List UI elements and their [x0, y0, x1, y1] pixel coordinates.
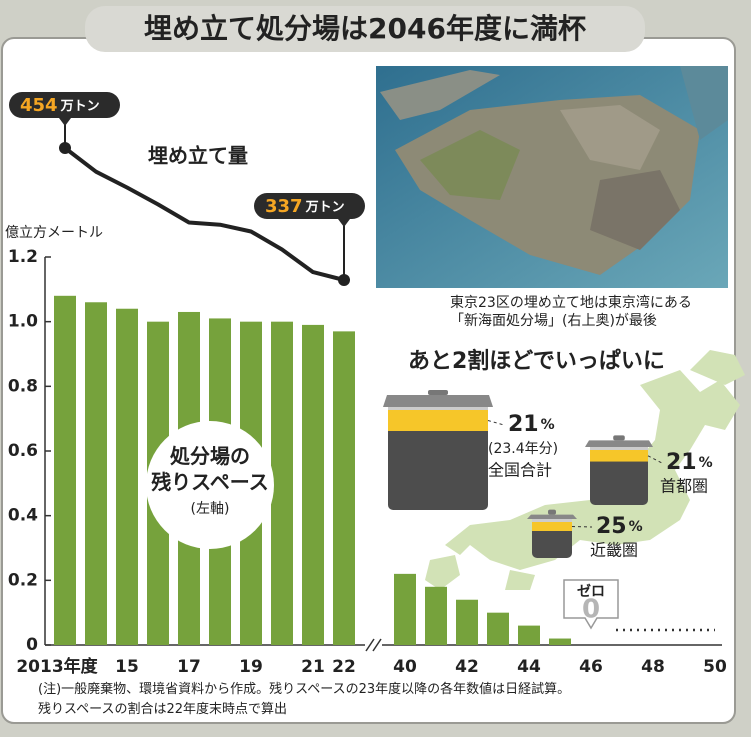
bar [333, 331, 355, 645]
region-unit: % [699, 455, 713, 471]
leader [647, 455, 663, 464]
value-label-group: 337 万トン [265, 196, 345, 217]
region-value-group: 21% [666, 450, 713, 475]
y-tick-label: 0 [26, 635, 38, 655]
bin-level [532, 522, 572, 531]
bin-space [388, 407, 488, 410]
bar [116, 308, 138, 645]
x-tick-label: 44 [517, 657, 541, 677]
y-tick-label: 0.4 [8, 506, 38, 526]
value-label: 337 [265, 196, 303, 217]
region-name: 近畿圏 [590, 541, 638, 560]
label-pill [9, 92, 120, 126]
y-tick-label: 1.2 [8, 247, 38, 267]
x-tick-label: 15 [115, 657, 139, 677]
x-tick-label: 42 [455, 657, 479, 677]
region-value: 21 [666, 450, 697, 475]
bin-lid [527, 514, 577, 519]
region-name: 首都圏 [660, 477, 708, 496]
region-value: 25 [596, 514, 627, 539]
bar [85, 302, 107, 645]
series-label: 処分場の 残りスペース [151, 444, 269, 494]
value-unit: 万トン [305, 200, 345, 215]
region-value-group: 25% [596, 514, 643, 539]
bar [487, 612, 509, 645]
bar [394, 573, 416, 645]
title-banner [85, 6, 645, 52]
region-note: (23.4年分) [488, 441, 558, 457]
x-tick-label: 21 [301, 657, 325, 677]
region-value-group: 21% [508, 412, 555, 437]
value-label: 454 [20, 95, 58, 116]
region-unit: % [629, 519, 643, 535]
value-label: 0 [582, 595, 600, 625]
bar [549, 638, 571, 645]
region-value: 21 [508, 412, 539, 437]
line [63, 146, 345, 282]
bin-handle [613, 435, 625, 441]
y-tick-label: 0.8 [8, 376, 38, 396]
series-label-bg [146, 421, 274, 549]
bin-handle [428, 390, 448, 395]
footnote: (注)一般廃棄物、環境省資料から作成。残りスペースの23年度以降の各年数値は日経… [38, 682, 571, 717]
title: 埋め立て処分場は2046年度に満杯 [144, 12, 586, 45]
y-tick-label: 0.2 [8, 570, 38, 590]
x-tick-label: 46 [579, 657, 603, 677]
callout-title: ゼロ [577, 583, 605, 600]
y-tick-label: 1.0 [8, 312, 38, 332]
bar [271, 321, 293, 645]
line-label: 埋め立て量 [148, 144, 248, 168]
x-tick-label: 19 [239, 657, 263, 677]
bar [54, 295, 76, 645]
region-name: 全国合計 [488, 461, 552, 480]
value-unit: 万トン [60, 99, 100, 114]
regions-title: あと2割ほどでいっぱいに [408, 348, 665, 374]
photo [376, 66, 728, 288]
x-tick-label: 2013年度 [16, 656, 98, 677]
bar [302, 324, 324, 645]
x-tick-label: 50 [703, 657, 727, 677]
axis-break [365, 638, 375, 652]
x-tick-label: 22 [332, 657, 356, 677]
bin-level [388, 410, 488, 431]
bar [425, 586, 447, 645]
series-note: (左軸) [190, 501, 230, 517]
bin-level [590, 450, 648, 462]
bar [518, 625, 540, 645]
bin-body [388, 410, 488, 510]
value-label-group: 454 万トン [20, 95, 100, 116]
bar [456, 599, 478, 645]
bin-space [532, 519, 572, 522]
region-unit: % [541, 417, 555, 433]
bin-body [590, 450, 648, 505]
bin-lid [585, 440, 653, 447]
leader [487, 420, 505, 426]
callout-box [563, 579, 619, 630]
y-axis-title: 億立方メートル [5, 225, 103, 241]
japan-map [425, 350, 745, 590]
y-tick-label: 0.6 [8, 441, 38, 461]
bin-space [590, 447, 648, 450]
x-tick-label: 48 [641, 657, 665, 677]
bin-handle [548, 509, 556, 515]
photo-caption: 東京23区の埋め立て地は東京湾にある 「新海面処分場」(右上奥)が最後 [450, 295, 692, 329]
x-tick-label: 40 [393, 657, 417, 677]
bin-lid [383, 395, 493, 407]
axis-break [372, 638, 382, 652]
x-tick-label: 17 [177, 657, 201, 677]
label-pill [254, 193, 365, 227]
